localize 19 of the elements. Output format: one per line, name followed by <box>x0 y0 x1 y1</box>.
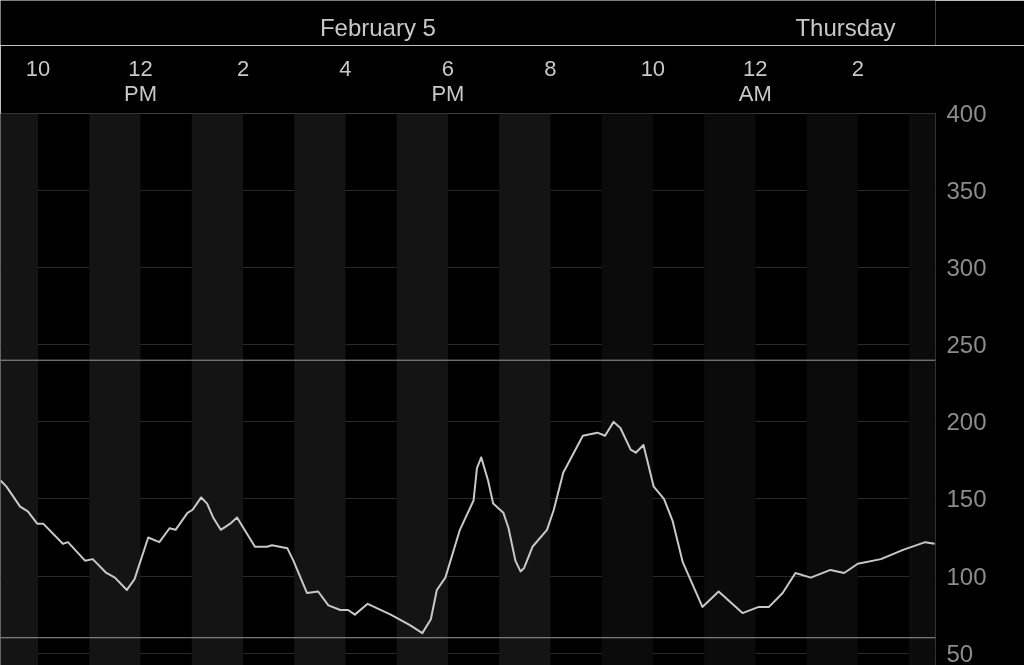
x-tick-label: 2 <box>236 55 250 81</box>
x-tick-label: 8 <box>544 55 557 81</box>
y-tick-label: 400 <box>946 100 987 127</box>
y-tick-label: 300 <box>946 254 987 282</box>
x-tick-label: 10 <box>640 55 666 81</box>
x-tick-label: 12 PM <box>124 55 158 106</box>
x-tick-label: 10 <box>25 55 51 81</box>
text: Thursday <box>795 14 896 41</box>
text: February 5 <box>319 14 436 41</box>
x-tick-label: 6 PM <box>431 55 465 106</box>
y-tick-label: 250 <box>946 331 987 359</box>
y-tick-label: 200 <box>946 408 987 436</box>
x-tick-label: 12 AM <box>738 55 772 106</box>
x-tick-label: 4 <box>339 55 352 81</box>
y-tick-label: 350 <box>946 177 987 205</box>
y-tick-label: 100 <box>946 562 987 590</box>
y-tick-label: 150 <box>946 485 987 513</box>
x-tick-label: 2 <box>851 55 864 81</box>
y-tick-label: 50 <box>946 639 974 665</box>
